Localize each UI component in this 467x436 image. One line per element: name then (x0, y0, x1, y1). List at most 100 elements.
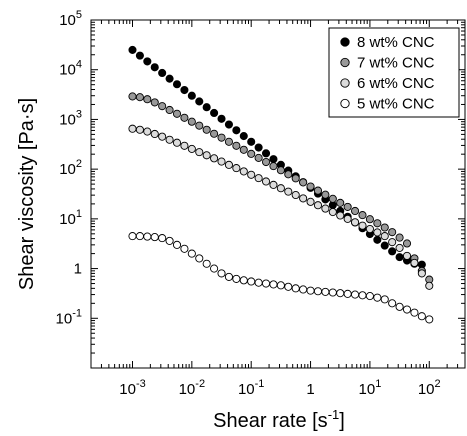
data-point (313, 201, 323, 210)
data-point (299, 178, 308, 187)
data-point (195, 148, 204, 157)
data-point (388, 228, 397, 237)
data-point (254, 153, 263, 162)
data-point (254, 143, 263, 152)
legend-label: 7 wt% CNC (357, 55, 435, 72)
data-point (410, 258, 419, 267)
data-point (232, 274, 241, 283)
data-point (247, 170, 256, 179)
data-point (336, 289, 345, 298)
data-point (217, 269, 226, 278)
data-point (210, 108, 219, 117)
data-point (328, 194, 337, 203)
data-point (224, 120, 233, 129)
data-point (313, 186, 323, 195)
data-point (321, 190, 330, 199)
data-point (276, 166, 285, 175)
data-point (380, 223, 389, 232)
y-tick-label: 103 (59, 108, 82, 128)
data-point (172, 80, 182, 89)
data-point (187, 144, 196, 153)
data-point (128, 232, 137, 241)
data-point (195, 254, 204, 263)
legend-marker (340, 78, 350, 88)
data-point (291, 190, 300, 200)
data-point (343, 214, 352, 223)
y-tick-label: 101 (59, 208, 82, 228)
data-point (165, 105, 174, 115)
data-point (425, 315, 434, 324)
data-point (210, 129, 219, 138)
legend-marker (340, 37, 350, 47)
data-point (425, 281, 434, 290)
data-point (195, 97, 204, 106)
data-point (395, 253, 404, 262)
data-point (187, 117, 196, 126)
data-point (269, 162, 278, 171)
data-point (365, 224, 374, 234)
data-point (313, 287, 323, 296)
data-point (306, 286, 315, 295)
series-2 (128, 92, 434, 284)
data-point (373, 293, 382, 302)
data-point (172, 138, 182, 147)
data-point (150, 233, 159, 242)
data-point (232, 164, 241, 173)
data-point (299, 194, 308, 203)
data-point (358, 221, 367, 230)
data-point (202, 259, 211, 268)
data-point (284, 282, 293, 291)
y-tick-label: 105 (59, 9, 82, 29)
x-tick-label: 10-1 (238, 378, 264, 398)
data-point (158, 102, 167, 111)
x-tick-label: 101 (359, 378, 382, 398)
data-point (306, 197, 315, 206)
data-point (224, 272, 233, 281)
x-tick-label: 1 (306, 381, 314, 398)
data-point (321, 204, 330, 213)
data-point (135, 93, 144, 102)
data-point (128, 45, 137, 54)
data-point (247, 277, 256, 286)
data-point (202, 125, 211, 134)
legend-box (328, 27, 460, 118)
data-point (180, 244, 189, 253)
data-point (284, 170, 293, 179)
data-point (299, 285, 308, 294)
data-point (202, 151, 211, 160)
data-point (328, 208, 337, 217)
data-point (165, 74, 174, 83)
data-point (224, 160, 233, 169)
y-tick-label: 102 (59, 158, 82, 178)
data-point (150, 98, 159, 107)
data-point (395, 233, 404, 242)
data-point (373, 219, 382, 228)
data-point (239, 276, 248, 285)
data-point (336, 198, 345, 207)
data-point (261, 149, 271, 158)
data-point (417, 312, 426, 321)
data-point (232, 141, 241, 150)
data-point (172, 240, 182, 249)
data-point (358, 211, 367, 220)
data-point (128, 124, 137, 133)
data-point (261, 279, 271, 288)
data-point (402, 239, 412, 248)
y-axis-title: Shear viscosity [Pa·s] (16, 98, 38, 290)
legend: 8 wt% CNC 7 wt% CNC 6 wt% CNC 5 wt% CNC (328, 27, 460, 118)
data-point (158, 68, 167, 78)
data-point (135, 51, 144, 60)
data-point (291, 284, 300, 293)
legend-marker (340, 57, 350, 68)
data-point (365, 215, 374, 224)
data-point (306, 182, 315, 191)
data-point (373, 228, 382, 237)
data-point (217, 133, 226, 142)
data-point (143, 127, 152, 136)
data-point (128, 92, 137, 101)
data-point (351, 218, 360, 227)
data-point (143, 57, 152, 66)
data-point (172, 109, 182, 118)
y-tick-label: 104 (59, 59, 82, 79)
